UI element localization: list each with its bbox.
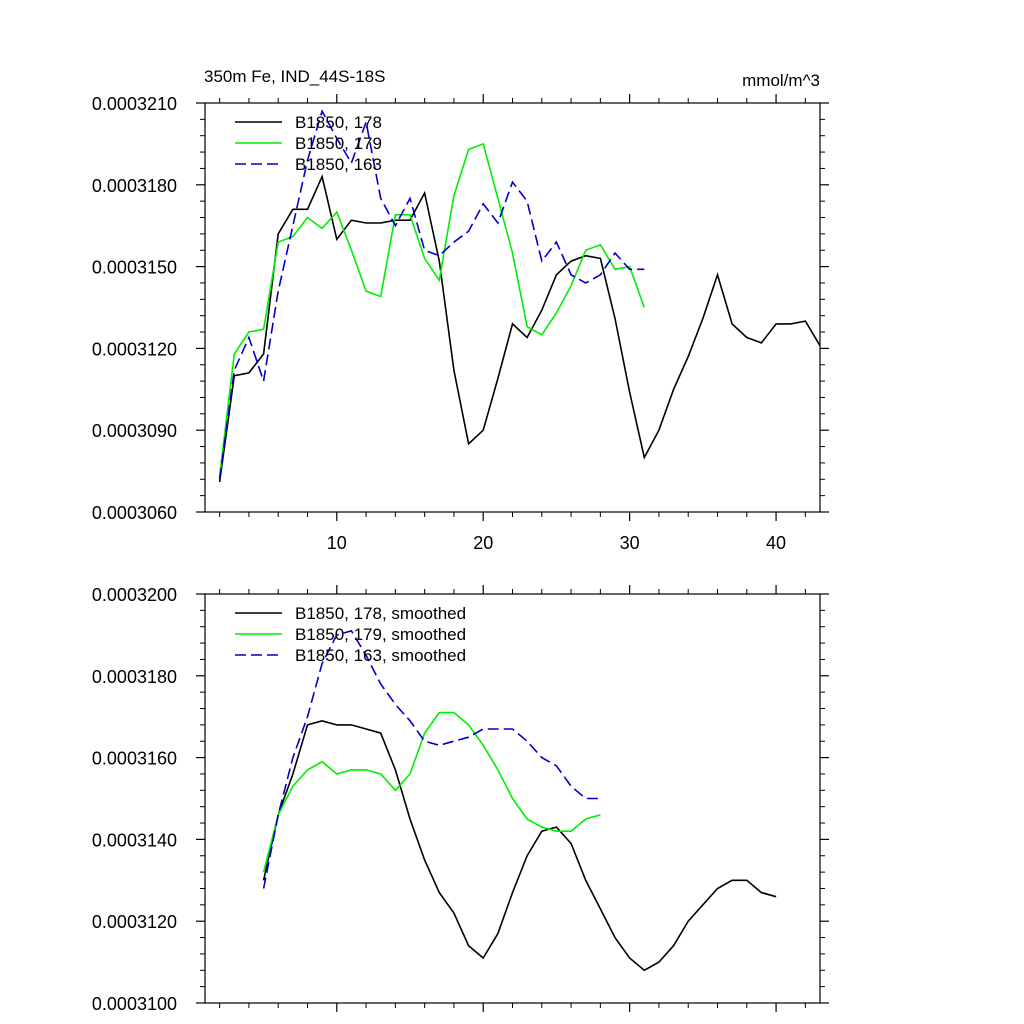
plot-frame <box>204 102 821 513</box>
y-tick-label: 0.0003180 <box>92 176 177 196</box>
y-tick-label: 0.0003120 <box>92 339 177 359</box>
series-line <box>218 142 646 477</box>
legend-label: B1850, 179, smoothed <box>295 625 466 644</box>
x-tick-label: 40 <box>766 533 786 553</box>
plot-frame <box>204 593 821 1004</box>
legend-label: B1850, 178 <box>295 113 382 132</box>
bottom-panel: 0.0003100 0.0003120 0.0003140 0.0003160 0.00… <box>92 585 829 1014</box>
x-tick-label: 30 <box>620 533 640 553</box>
y-tick-label: 0.0003100 <box>92 994 177 1014</box>
series-line <box>218 174 821 483</box>
y-tick-label: 0.0003150 <box>92 258 177 278</box>
units-label: mmol/m^3 <box>742 71 820 90</box>
y-tick-label: 0.0003200 <box>92 585 177 605</box>
y-tick-label: 0.0003090 <box>92 421 177 441</box>
y-tick-label: 0.0003060 <box>92 503 177 523</box>
legend-label: B1850, 178, smoothed <box>295 604 466 623</box>
plot-title: 350m Fe, IND_44S-18S <box>204 67 385 86</box>
legend-label: B1850, 163, smoothed <box>295 646 466 665</box>
y-tick-label: 0.0003120 <box>92 912 177 932</box>
y-tick-label: 0.0003140 <box>92 830 177 850</box>
series-line <box>218 109 645 480</box>
legend-label: B1850, 179 <box>295 134 382 153</box>
series-line <box>262 711 601 873</box>
x-tick-label: 20 <box>473 533 493 553</box>
y-tick-label: 0.0003180 <box>92 667 177 687</box>
legend-label: B1850, 163 <box>295 155 382 174</box>
x-tick-label: 10 <box>327 533 347 553</box>
y-tick-label: 0.0003160 <box>92 749 177 769</box>
y-tick-label: 0.0003210 <box>92 94 177 114</box>
top-panel: 350m Fe, IND_44S-18S mmol/m^3 10 20 30 40 0.… <box>92 67 829 553</box>
series-line <box>262 629 601 889</box>
series-line <box>262 719 777 972</box>
